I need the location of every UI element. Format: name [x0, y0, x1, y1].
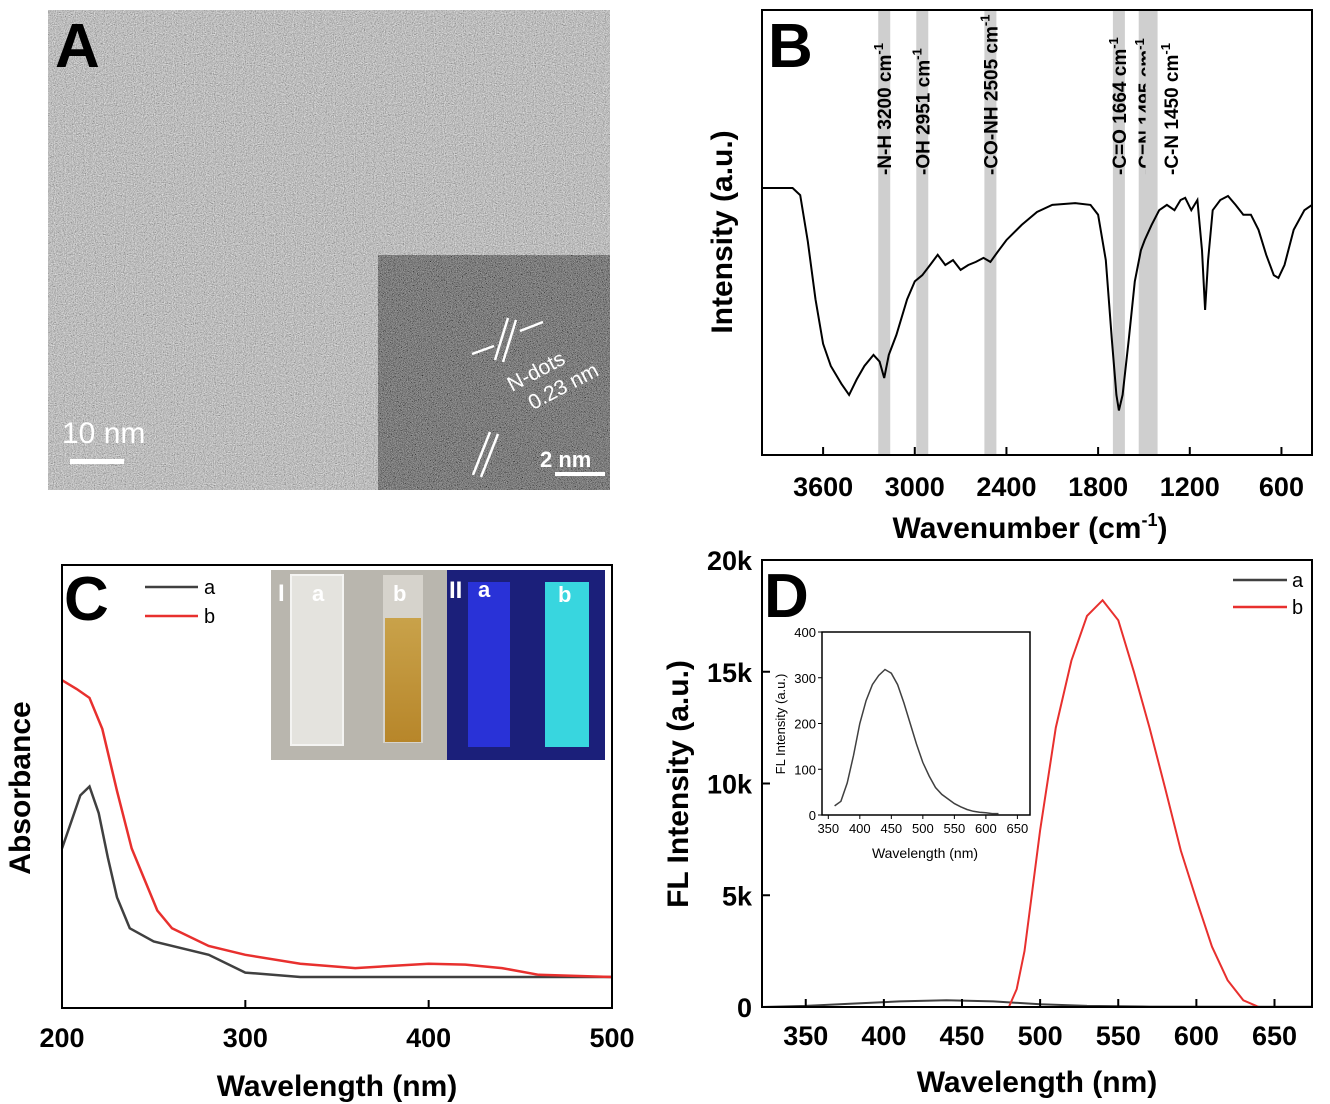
inset-x-tick-label: 550 [944, 821, 966, 836]
panel-label-d: D [764, 562, 809, 631]
x-tick-label: 550 [1096, 1021, 1141, 1051]
plot-frame [761, 9, 1313, 456]
photo-label-i: I [278, 580, 285, 607]
legend: a b [1233, 570, 1304, 619]
lattice-fringe-marks [471, 317, 544, 478]
y-tick-label: 10k [707, 770, 753, 800]
inset-y-tick-label: 300 [794, 671, 816, 686]
band-label: -C-N 1450 cm-1 [1158, 43, 1183, 175]
x-tick-label: 500 [1018, 1021, 1063, 1051]
hrtem-texture [378, 255, 610, 490]
panel-label-b: B [768, 12, 813, 81]
band-label: -OH 2951 cm-1 [909, 48, 934, 175]
inset-x-axis-label: Wavelength (nm) [872, 845, 978, 861]
y-tick-label: 0 [737, 993, 752, 1023]
y-axis-label: FL Intensity (a.u.) [662, 660, 695, 908]
scale-bar-label: 10 nm [62, 417, 145, 450]
cuvette-a-daylight [290, 574, 344, 746]
photo-label-b1: b [393, 581, 406, 606]
series-line-a [60, 784, 612, 979]
panel-label-a: A [55, 12, 100, 81]
x-axis-label: Wavelength (nm) [217, 1070, 458, 1103]
x-tick-label: 400 [406, 1023, 451, 1053]
band-highlight [984, 10, 997, 455]
inset-x-tick-label: 400 [849, 821, 871, 836]
x-tick-label: 400 [861, 1021, 906, 1051]
x-axis-label: Wavenumber (cm-1) [893, 510, 1168, 545]
inset-y-tick-label: 200 [794, 717, 816, 732]
legend: a b [145, 577, 216, 628]
x-tick-label: 200 [39, 1023, 84, 1053]
legend-label-b: b [204, 606, 215, 628]
x-tick-label: 350 [783, 1021, 828, 1051]
legend-label-a: a [1292, 570, 1304, 592]
x-tick-label: 650 [1252, 1021, 1297, 1051]
photo-label-ii: II [449, 577, 462, 604]
band-label: -CO-NH 2505 cm-1 [977, 15, 1002, 175]
cuvette-photo-inset: I a b II a b [271, 570, 605, 760]
legend-label-b: b [1292, 597, 1303, 619]
y-tick-label: 20k [707, 546, 753, 576]
inset-x-tick-label: 350 [817, 821, 839, 836]
x-tick-label: 300 [223, 1023, 268, 1053]
cuvette-a-uv [468, 582, 510, 747]
inset-x-tick-label: 600 [975, 821, 997, 836]
photo-label-a1: a [312, 581, 325, 606]
x-tick-label: 450 [939, 1021, 984, 1051]
photo-label-b2: b [558, 582, 571, 607]
band-label: -N-H 3200 cm-1 [871, 43, 896, 175]
x-axis-ticks: 3600 3000 2400 1800 1200 600 [793, 447, 1304, 502]
x-axis-label: Wavelength (nm) [917, 1066, 1158, 1099]
x-tick-label: 2400 [976, 472, 1036, 502]
inset-series-line [834, 668, 999, 815]
y-axis-label: Intensity (a.u.) [706, 130, 739, 333]
inset-x-tick-label: 450 [880, 821, 902, 836]
band-highlight [1145, 10, 1158, 455]
x-tick-label: 1200 [1160, 472, 1220, 502]
y-tick-label: 5k [722, 881, 753, 911]
x-tick-label: 3000 [885, 472, 945, 502]
inset-y-axis-label: FL Intensity (a.u.) [773, 674, 788, 775]
panel-label-c: C [64, 565, 109, 634]
x-tick-label: 500 [589, 1023, 634, 1053]
x-tick-label: 600 [1259, 472, 1304, 502]
panel-c-absorbance-chart: 200 300 400 500 C a b I a b II a b Waveleng… [4, 564, 635, 1103]
band-highlight [916, 10, 929, 455]
x-tick-label: 600 [1174, 1021, 1219, 1051]
series-line-a [761, 999, 1313, 1008]
plot-frame [61, 564, 613, 1009]
panel-a-tem-image: A 10 nm 2 nm N-dots 0.23 nm [48, 10, 610, 490]
y-tick-label: 15k [707, 658, 753, 688]
band-highlights: -N-H 3200 cm-1 -OH 2951 cm-1 -CO-NH 2505 c… [871, 10, 1183, 455]
panel-b-ftir-chart: -N-H 3200 cm-1 -OH 2951 cm-1 -CO-NH 2505 c… [706, 9, 1313, 545]
series-line-b [61, 679, 613, 979]
inset-y-tick-label: 100 [794, 762, 816, 777]
band-label: -C=O 1664 cm-1 [1106, 37, 1131, 175]
inset-chart: 350 400 450 500 550 600 650 0 100 200 300 400 Wavel… [773, 625, 1031, 861]
inset-y-tick-label: 400 [794, 625, 816, 640]
cuvette-b-liquid [385, 618, 421, 742]
photo-label-a2: a [478, 577, 491, 602]
ftir-series-line [762, 187, 1313, 411]
scale-bar [70, 459, 124, 464]
series-line-b [762, 598, 1312, 1008]
band-highlight [878, 10, 891, 455]
inset-x-tick-label: 650 [1007, 821, 1029, 836]
band-highlight [1112, 10, 1125, 455]
cuvette-b-uv [545, 582, 589, 747]
inset-x-tick-label: 500 [912, 821, 934, 836]
axis-ticks: 350 400 450 500 550 600 650 0 5k 10k 15k 20k [707, 546, 1297, 1051]
legend-label-a: a [204, 577, 216, 599]
x-axis-ticks: 200 300 400 500 [39, 1000, 635, 1053]
x-tick-label: 3600 [793, 472, 853, 502]
inset-y-tick-label: 0 [809, 808, 816, 823]
inset-frame [821, 631, 1031, 816]
inset-scale-bar [555, 472, 605, 476]
inset-scale-bar-label: 2 nm [540, 447, 591, 472]
x-tick-label: 1800 [1068, 472, 1128, 502]
y-axis-label: Absorbance [4, 701, 37, 874]
